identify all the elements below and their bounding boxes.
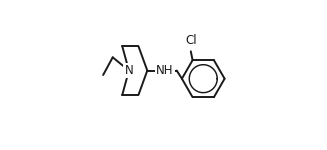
Text: NH: NH (156, 64, 174, 77)
Text: Cl: Cl (185, 34, 197, 47)
Text: N: N (125, 64, 133, 77)
